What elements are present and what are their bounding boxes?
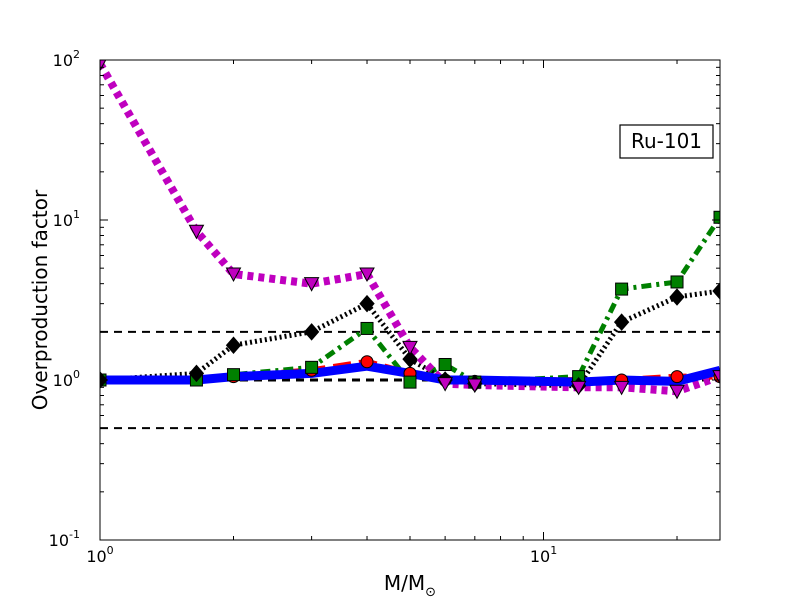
tick-layer: 100 101 10-1 100 101 102 (49, 48, 720, 566)
x-axis-title-main: M/M (384, 571, 425, 595)
marker-black-3 (303, 323, 320, 341)
marker-green-9 (615, 282, 629, 296)
marker-magenta-6 (437, 377, 453, 392)
marker-red-4 (360, 355, 374, 369)
marker-magenta-9 (613, 380, 630, 396)
marker-magenta-2 (225, 267, 242, 283)
marker-magenta-7 (466, 378, 483, 394)
marker-magenta-5 (402, 340, 418, 356)
marker-black-2 (225, 336, 242, 354)
y-tick-label-2: 101 (53, 208, 80, 230)
marker-magenta-4 (359, 267, 375, 283)
marker-green-5 (403, 375, 417, 389)
marker-layer (100, 60, 720, 400)
marker-green-3 (305, 360, 319, 374)
marker-green-4 (360, 321, 374, 335)
marker-black-1 (188, 364, 205, 383)
marker-black-9 (613, 313, 630, 331)
marker-magenta-1 (188, 224, 205, 240)
x-axis-title: M/M⊙ (384, 571, 436, 600)
marker-black-11 (712, 282, 720, 300)
marker-green-2 (227, 368, 241, 382)
marker-green-11 (713, 210, 720, 224)
marker-magenta-10 (669, 384, 685, 400)
marker-magenta-8 (570, 380, 587, 396)
marker-black-10 (669, 288, 685, 306)
marker-black-5 (402, 350, 418, 368)
y-tick-label-3: 102 (53, 48, 80, 70)
marker-green-6 (438, 357, 452, 371)
series-line-magenta (100, 61, 720, 396)
marker-magenta-3 (303, 277, 320, 292)
y-tick-label-1: 100 (53, 368, 80, 390)
annotation-label: Ru-101 (631, 129, 702, 153)
marker-red-10 (670, 370, 684, 384)
x-tick-label-0: 100 (86, 544, 113, 566)
y-axis-title: Overproduction factor (28, 189, 52, 410)
marker-magenta-0 (100, 60, 107, 72)
y-tick-label-0: 10-1 (49, 528, 80, 550)
x-tick-label-1: 101 (530, 544, 557, 566)
x-axis-title-sub: ⊙ (425, 585, 436, 600)
marker-black-4 (359, 294, 375, 313)
annotation-box: Ru-101 (619, 124, 714, 159)
marker-green-10 (670, 275, 684, 289)
